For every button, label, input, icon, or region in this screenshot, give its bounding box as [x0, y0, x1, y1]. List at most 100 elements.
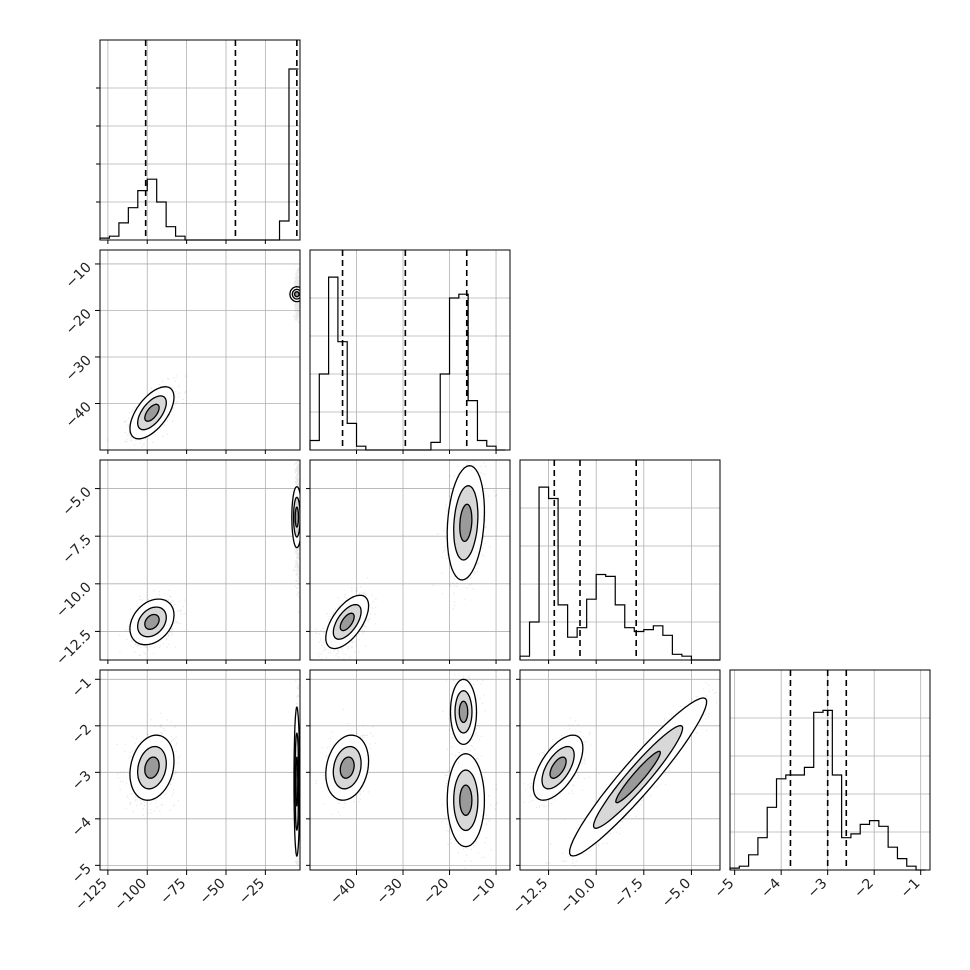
contour-line [453, 769, 479, 832]
y-tick-label-p1-0: −40 [63, 399, 95, 431]
x-tick-label-p1-3: −10 [467, 876, 499, 908]
x-tick-label-p1-1: −30 [374, 876, 406, 908]
contour-fill-inner [144, 404, 160, 422]
contour-line [332, 745, 362, 790]
contour-line [295, 756, 299, 807]
x-tick-label-p3-4: −1 [898, 876, 924, 902]
contour-line [136, 606, 167, 638]
pair-density [107, 259, 300, 450]
y-tick-label-p1-1: −30 [63, 352, 95, 384]
panel-frame [309, 669, 511, 871]
pair-panel-1-3 [309, 669, 511, 871]
contour-line [129, 598, 175, 646]
x-tick-label-p3-2: −3 [805, 876, 831, 902]
contour-line [339, 612, 355, 632]
pair-panel-2-3 [519, 669, 721, 871]
contour-fill-inner [340, 757, 355, 779]
contour-fill-inner [459, 785, 472, 816]
histogram-panel-2 [519, 459, 721, 661]
y-tick-label-p1-3: −10 [63, 259, 95, 291]
histogram-panel-3 [729, 669, 931, 871]
histogram-bars [99, 68, 299, 241]
x-tick-label-p0-3: −50 [197, 876, 229, 908]
y-tick-label-p2-3: −5.0 [59, 484, 94, 519]
contour-fill-inner [615, 751, 661, 803]
contour-line [291, 288, 300, 300]
contour-fill-inner [550, 757, 567, 779]
histogram-bars [309, 276, 506, 451]
contour-line [568, 697, 708, 857]
contour-fill-inner [144, 757, 160, 779]
contour-line [532, 734, 584, 801]
pair-panel-1-2 [309, 459, 511, 661]
x-tick-label-p0-1: −100 [112, 876, 151, 915]
pair-panel-0-2 [99, 459, 301, 661]
x-tick-label-p2-0: −12.5 [510, 876, 552, 918]
x-tick-label-p0-2: −75 [157, 876, 189, 908]
contour-line [129, 386, 175, 440]
x-tick-label-p1-2: −20 [420, 876, 452, 908]
pair-density [311, 460, 498, 660]
contour-line [453, 485, 479, 561]
pair-density [315, 674, 498, 869]
contour-line [459, 503, 473, 543]
contour-line [458, 700, 469, 724]
panel-frame [519, 459, 721, 661]
panel-frame [309, 459, 511, 661]
contour-fill-inner [294, 291, 300, 297]
contour-line [459, 784, 473, 816]
x-tick-label-p3-3: −2 [851, 876, 877, 902]
panel-frame [729, 669, 931, 871]
contour-line [549, 756, 567, 779]
pair-panel-0-1 [99, 249, 301, 451]
y-tick-label-p2-0: −12.5 [53, 627, 95, 669]
contour-line [289, 286, 300, 303]
x-tick-label-p3-1: −4 [758, 875, 784, 901]
contour-line [325, 734, 370, 801]
x-tick-label-p3-0: −5 [712, 876, 738, 902]
contour-line [446, 465, 486, 581]
contour-fill-inner [144, 614, 160, 630]
contour-line [339, 756, 355, 779]
panel-frame [99, 459, 301, 661]
x-tick-label-p2-1: −10.0 [557, 876, 599, 918]
y-tick-label-p3-2: −3 [69, 768, 95, 794]
contour-line [615, 750, 661, 804]
x-tick-label-p1-0: −40 [327, 876, 359, 908]
contour-line [293, 705, 300, 858]
y-tick-label-p3-3: −2 [69, 721, 95, 747]
contour-line [332, 603, 362, 640]
contour-line [592, 724, 684, 830]
contour-line [446, 753, 486, 848]
pair-density [116, 680, 300, 870]
contour-line [454, 690, 473, 734]
y-tick-label-p2-2: −7.5 [59, 532, 94, 567]
contour-line [292, 496, 300, 538]
pair-density [118, 460, 300, 657]
histogram-bars [519, 486, 720, 661]
x-tick-label-p2-3: −5.0 [659, 876, 694, 911]
contour-line [291, 486, 300, 549]
contour-line [144, 613, 160, 630]
y-tick-label-p3-1: −4 [69, 814, 95, 840]
contour-line [449, 678, 478, 746]
contour-line [137, 395, 167, 431]
panel-frame [519, 669, 721, 871]
contour-line [325, 594, 370, 650]
contour-fill-inner [459, 504, 472, 542]
x-tick-label-p2-2: −7.5 [611, 876, 646, 911]
pair-density [520, 682, 718, 867]
panel-frame [309, 249, 511, 451]
contour-fill-inner [459, 701, 468, 723]
contour-line [136, 745, 167, 790]
contour-line [129, 734, 175, 801]
y-tick-label-p1-2: −20 [63, 306, 95, 338]
y-tick-label-p2-1: −10.0 [53, 579, 95, 621]
contour-line [541, 745, 575, 790]
panel-frame [99, 249, 301, 451]
histogram-panel-1 [309, 249, 511, 451]
histogram-panel-0 [96, 39, 301, 241]
pair-panel-0-3 [99, 669, 301, 871]
contour-fill-inner [340, 613, 355, 631]
